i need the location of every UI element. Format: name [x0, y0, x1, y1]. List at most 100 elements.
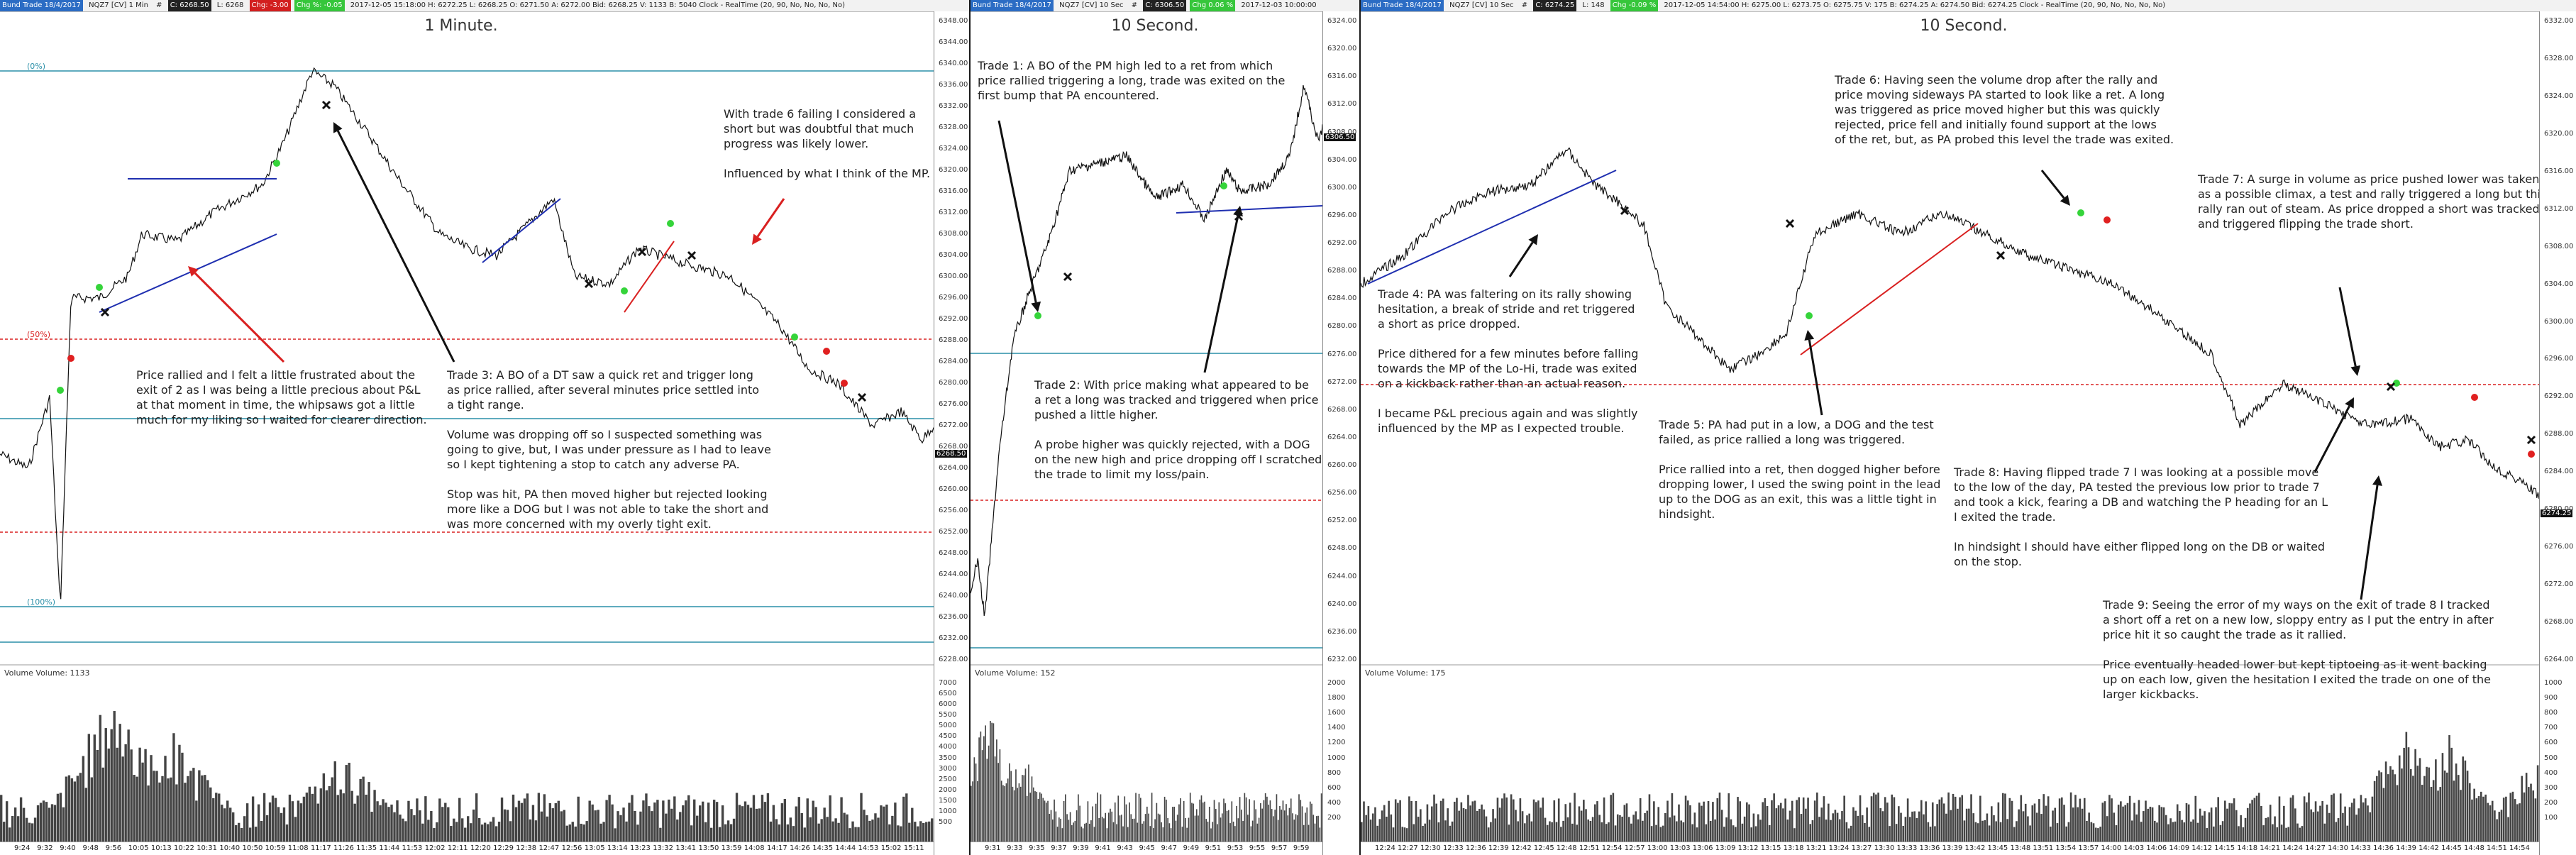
price-tick: 6252.00: [939, 528, 968, 536]
volume-bar: [1619, 815, 1621, 842]
volume-bar: [2432, 780, 2435, 842]
volume-bar: [1229, 823, 1231, 842]
volume-bar: [62, 807, 65, 842]
volume-bar: [2122, 806, 2124, 842]
volume-bar: [1068, 820, 1070, 842]
time-axis[interactable]: 12:24 12:27 12:30 12:33 12:36 12:39 12:42 12:45…: [1361, 842, 2539, 855]
volume-bar: [1247, 815, 1249, 842]
volume-bar: [1934, 826, 1936, 842]
chart-panel-1min[interactable]: Bund Trade 18/4/2017 NQZ7 [CV] 1 Min # C…: [0, 0, 971, 855]
volume-bar: [1286, 804, 1287, 842]
volume-bar: [1746, 802, 1748, 842]
volume-bar: [497, 822, 501, 842]
volume-bar: [1215, 809, 1217, 842]
volume-bar: [540, 811, 543, 842]
volume-bar: [1386, 817, 1388, 842]
volume-bar: [175, 784, 178, 842]
volume-bar: [376, 801, 379, 842]
volume-bar: [1766, 806, 1769, 842]
volume-bar: [2276, 827, 2279, 842]
volume-bar: [1107, 812, 1110, 842]
time-axis[interactable]: 9:31 9:33 9:35 9:37 9:39 9:41 9:43 9:45 9:47 9:49…: [971, 842, 1322, 855]
volume-bar: [385, 802, 387, 842]
volume-bar: [1217, 824, 1218, 842]
volume-bar: [2387, 774, 2389, 842]
volume-bar: [1850, 825, 1852, 842]
volume-bar: [1300, 800, 1302, 842]
volume-bar: [2468, 783, 2471, 842]
volume-bar: [752, 795, 756, 842]
price-axis[interactable]: 6348.00 6344.00 6340.00 6336.00 6332.00 6328.…: [934, 11, 969, 855]
volume-bar: [1166, 799, 1167, 842]
chart-panel-10sec-am[interactable]: Bund Trade 18/4/2017 NQZ7 [CV] 10 Sec # …: [971, 0, 1361, 855]
volume-bar: [574, 826, 577, 842]
price-axis[interactable]: 6332.00 6328.00 6324.00 6320.00 6316.00 6312.…: [2539, 11, 2576, 855]
volume-bar: [248, 827, 252, 842]
volume-bar: [775, 819, 778, 842]
volume-bar: [1886, 802, 1889, 842]
volume-bar: [1210, 828, 1212, 842]
price-tick: 6292.00: [2544, 392, 2574, 401]
volume-bar: [972, 781, 973, 842]
volume-bar: [2450, 747, 2453, 842]
annotation-note-trade6: With trade 6 failing I considered a shor…: [724, 107, 931, 180]
volume-bar: [2475, 798, 2478, 842]
time-tick: 13:30: [1874, 844, 1895, 852]
chart-panel-10sec-pm[interactable]: Bund Trade 18/4/2017 NQZ7 [CV] 10 Sec # …: [1361, 0, 2576, 855]
volume-bar: [1544, 817, 1547, 842]
exit-x-marker: [1996, 250, 2006, 260]
volume-bar: [2101, 802, 2104, 842]
volume-bar: [1236, 805, 1237, 842]
volume-bar: [803, 827, 806, 842]
volume-bar: [1730, 819, 1732, 842]
volume-bar: [2296, 823, 2299, 842]
volume-bar: [430, 811, 433, 842]
volume-bar: [1659, 827, 1662, 842]
volume-tick: 400: [1327, 798, 1342, 807]
volume-bar: [1605, 824, 1608, 842]
volume-bar: [147, 785, 150, 842]
volume-bar: [2172, 822, 2174, 842]
volume-bar: [743, 801, 747, 842]
level-label: (100%): [27, 597, 55, 607]
volume-bar: [772, 805, 775, 842]
volume-bar: [1403, 827, 1406, 842]
volume-bar: [2303, 796, 2306, 842]
volume-bar: [1034, 791, 1036, 842]
volume-bar: [1911, 811, 1913, 842]
volume-bar: [1857, 815, 1859, 842]
time-tick: 13:09: [1715, 844, 1736, 852]
volume-bar: [2389, 766, 2392, 842]
volume-bar: [1037, 798, 1039, 842]
volume-bar: [2153, 820, 2156, 842]
price-axis[interactable]: 6324.00 6320.00 6316.00 6312.00 6308.00 6304.…: [1322, 11, 1359, 855]
time-tick: 9:53: [1227, 844, 1244, 852]
annotation-arrow: [1508, 241, 1534, 277]
volume-bar: [150, 755, 153, 842]
volume-bar: [345, 765, 348, 842]
volume-bar: [1227, 810, 1229, 842]
volume-bar: [1653, 801, 1655, 842]
volume-bar: [1510, 794, 1513, 842]
volume-bar: [597, 810, 599, 842]
volume-bar: [331, 777, 333, 842]
volume-bar: [1562, 820, 1564, 842]
volume-bar: [1199, 799, 1201, 842]
volume-bar: [531, 805, 535, 842]
annotation-arrowhead: [2372, 475, 2382, 486]
volume-bar: [124, 744, 127, 842]
volume-bar: [1080, 826, 1083, 842]
volume-bar: [1073, 822, 1074, 842]
volume-bar: [580, 823, 582, 842]
time-axis[interactable]: 9:24 9:32 9:40 9:48 9:56 10:05 10:13 10:22 10:31…: [0, 842, 934, 855]
volume-bar: [2135, 814, 2138, 842]
volume-bar: [1483, 809, 1486, 842]
annotation-note-trade6: Trade 6: Having seen the volume drop aft…: [1835, 73, 2174, 146]
volume-bar: [1965, 808, 1968, 842]
price-tick: 6316.00: [939, 187, 968, 195]
volume-bar: [1718, 793, 1721, 842]
volume-bar: [1630, 823, 1632, 842]
price-tick: 6332.00: [939, 102, 968, 110]
volume-bar: [1093, 827, 1095, 842]
volume-bar: [611, 804, 614, 842]
